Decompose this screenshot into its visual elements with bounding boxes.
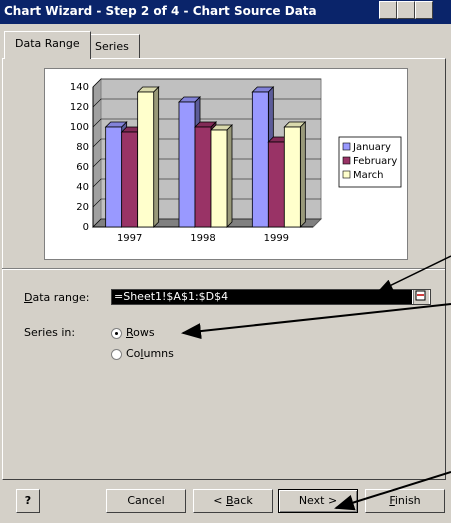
legend-label: February [353,156,397,167]
gridline [92,78,321,88]
legend-label: January [352,142,391,153]
data-range-input[interactable]: =Sheet1!$A$1:$D$4 [111,289,431,305]
gridline [92,138,321,148]
gridline [92,98,321,108]
y-tick-label: 100 [70,122,89,133]
back-button[interactable]: < Back [193,489,273,513]
y-tick-label: 60 [76,162,89,173]
tab-label: Data Range [15,37,80,50]
bar [137,91,155,228]
arrow-to-data-range [377,255,451,292]
y-tick-label: 0 [83,222,89,233]
tab-label: Series [95,40,129,53]
radio-rows-label[interactable]: Rows [126,326,155,339]
radio-rows[interactable] [111,328,122,339]
data-range-label: Data range: [24,291,90,304]
title-bar: Chart Wizard - Step 2 of 4 - Chart Sourc… [0,0,451,24]
gridline [92,158,321,168]
legend-swatch [342,170,351,179]
arrow-to-rows [181,303,451,340]
titlebar-icons [379,0,451,24]
bar [283,126,301,228]
gridline [92,218,321,228]
help-button[interactable]: ? [16,489,40,513]
chart-svg: 0 20 40 60 80 100 120 140 1997 1998 1999 January Feb… [70,77,402,244]
y-tick-label: 140 [70,82,89,93]
data-range-value[interactable]: =Sheet1!$A$1:$D$4 [112,290,412,304]
legend-swatch [342,156,351,165]
gridline [92,198,321,208]
x-tick-label: 1998 [190,233,215,244]
gridline [92,178,321,188]
y-tick-label: 20 [76,202,89,213]
y-tick-label: 120 [70,102,89,113]
window-icon-3[interactable] [415,1,433,19]
chart-preview: 0 20 40 60 80 100 120 140 1997 1998 1999 January Feb… [44,68,408,260]
y-tick-label: 40 [76,182,89,193]
arrow-to-next [334,471,451,511]
x-tick-label: 1997 [117,233,142,244]
legend-label: March [353,170,383,181]
window-icon-1[interactable] [379,1,397,19]
collapse-dialog-button[interactable] [413,290,429,304]
x-tick-label: 1999 [264,233,289,244]
tab-data-range[interactable]: Data Range [4,31,91,59]
radio-columns[interactable] [111,349,122,360]
cancel-button[interactable]: Cancel [106,489,186,513]
help-icon: ? [24,494,32,507]
collapse-dialog-icon [415,290,426,301]
finish-button[interactable]: Finish [365,489,445,513]
y-tick-label: 80 [76,142,89,153]
bar [210,129,228,228]
legend-swatch [342,142,351,151]
series-in-label: Series in: [24,326,76,339]
window-title: Chart Wizard - Step 2 of 4 - Chart Sourc… [4,4,317,18]
radio-columns-label[interactable]: Columns [126,347,174,360]
divider [2,268,445,270]
window-icon-2[interactable] [397,1,415,19]
gridline [92,118,321,128]
